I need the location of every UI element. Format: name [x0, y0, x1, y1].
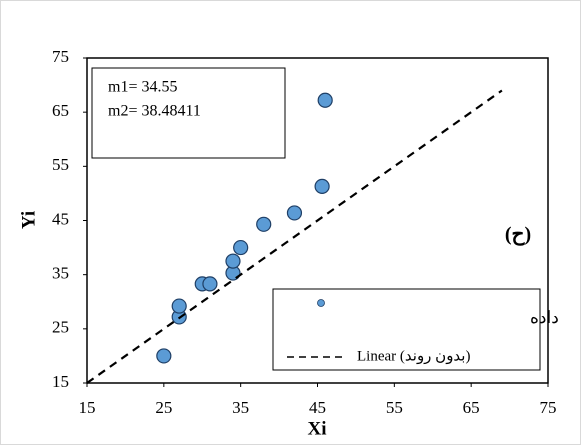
point	[202, 276, 218, 292]
annotation: m2= 38.48411	[108, 103, 201, 120]
x-tick-label: 45	[309, 398, 326, 417]
point	[256, 216, 272, 232]
y-tick-label: 75	[52, 47, 69, 66]
point	[156, 348, 172, 364]
x-tick-label: 15	[79, 398, 96, 417]
x-tick-label: 25	[155, 398, 172, 417]
point	[317, 92, 333, 108]
legend-label: داده	[530, 308, 559, 327]
point	[233, 239, 249, 256]
x-axis-label: Xi	[308, 418, 327, 439]
y-tick-label: 55	[52, 155, 69, 174]
x-tick-label: 55	[386, 398, 403, 417]
point	[314, 178, 330, 194]
legend-marker	[317, 299, 325, 307]
x-tick-label: 35	[232, 398, 249, 417]
annotation-box	[91, 67, 286, 159]
trend-line	[86, 89, 503, 384]
point	[286, 205, 303, 221]
annotation: (ح)	[505, 224, 531, 247]
y-axis-label: Yi	[18, 211, 39, 229]
y-tick-label: 35	[52, 264, 69, 283]
point	[225, 253, 241, 269]
x-tick-label: 75	[540, 398, 557, 417]
legend-label: Linear (بدون روند)	[357, 348, 470, 364]
y-tick-label: 15	[52, 372, 69, 391]
y-tick-label: 65	[52, 101, 69, 120]
y-tick-label: 25	[52, 318, 69, 337]
y-tick-label: 45	[52, 209, 69, 228]
annotation: m1= 34.55	[108, 79, 177, 96]
point	[171, 298, 187, 314]
x-tick-label: 65	[463, 398, 480, 417]
